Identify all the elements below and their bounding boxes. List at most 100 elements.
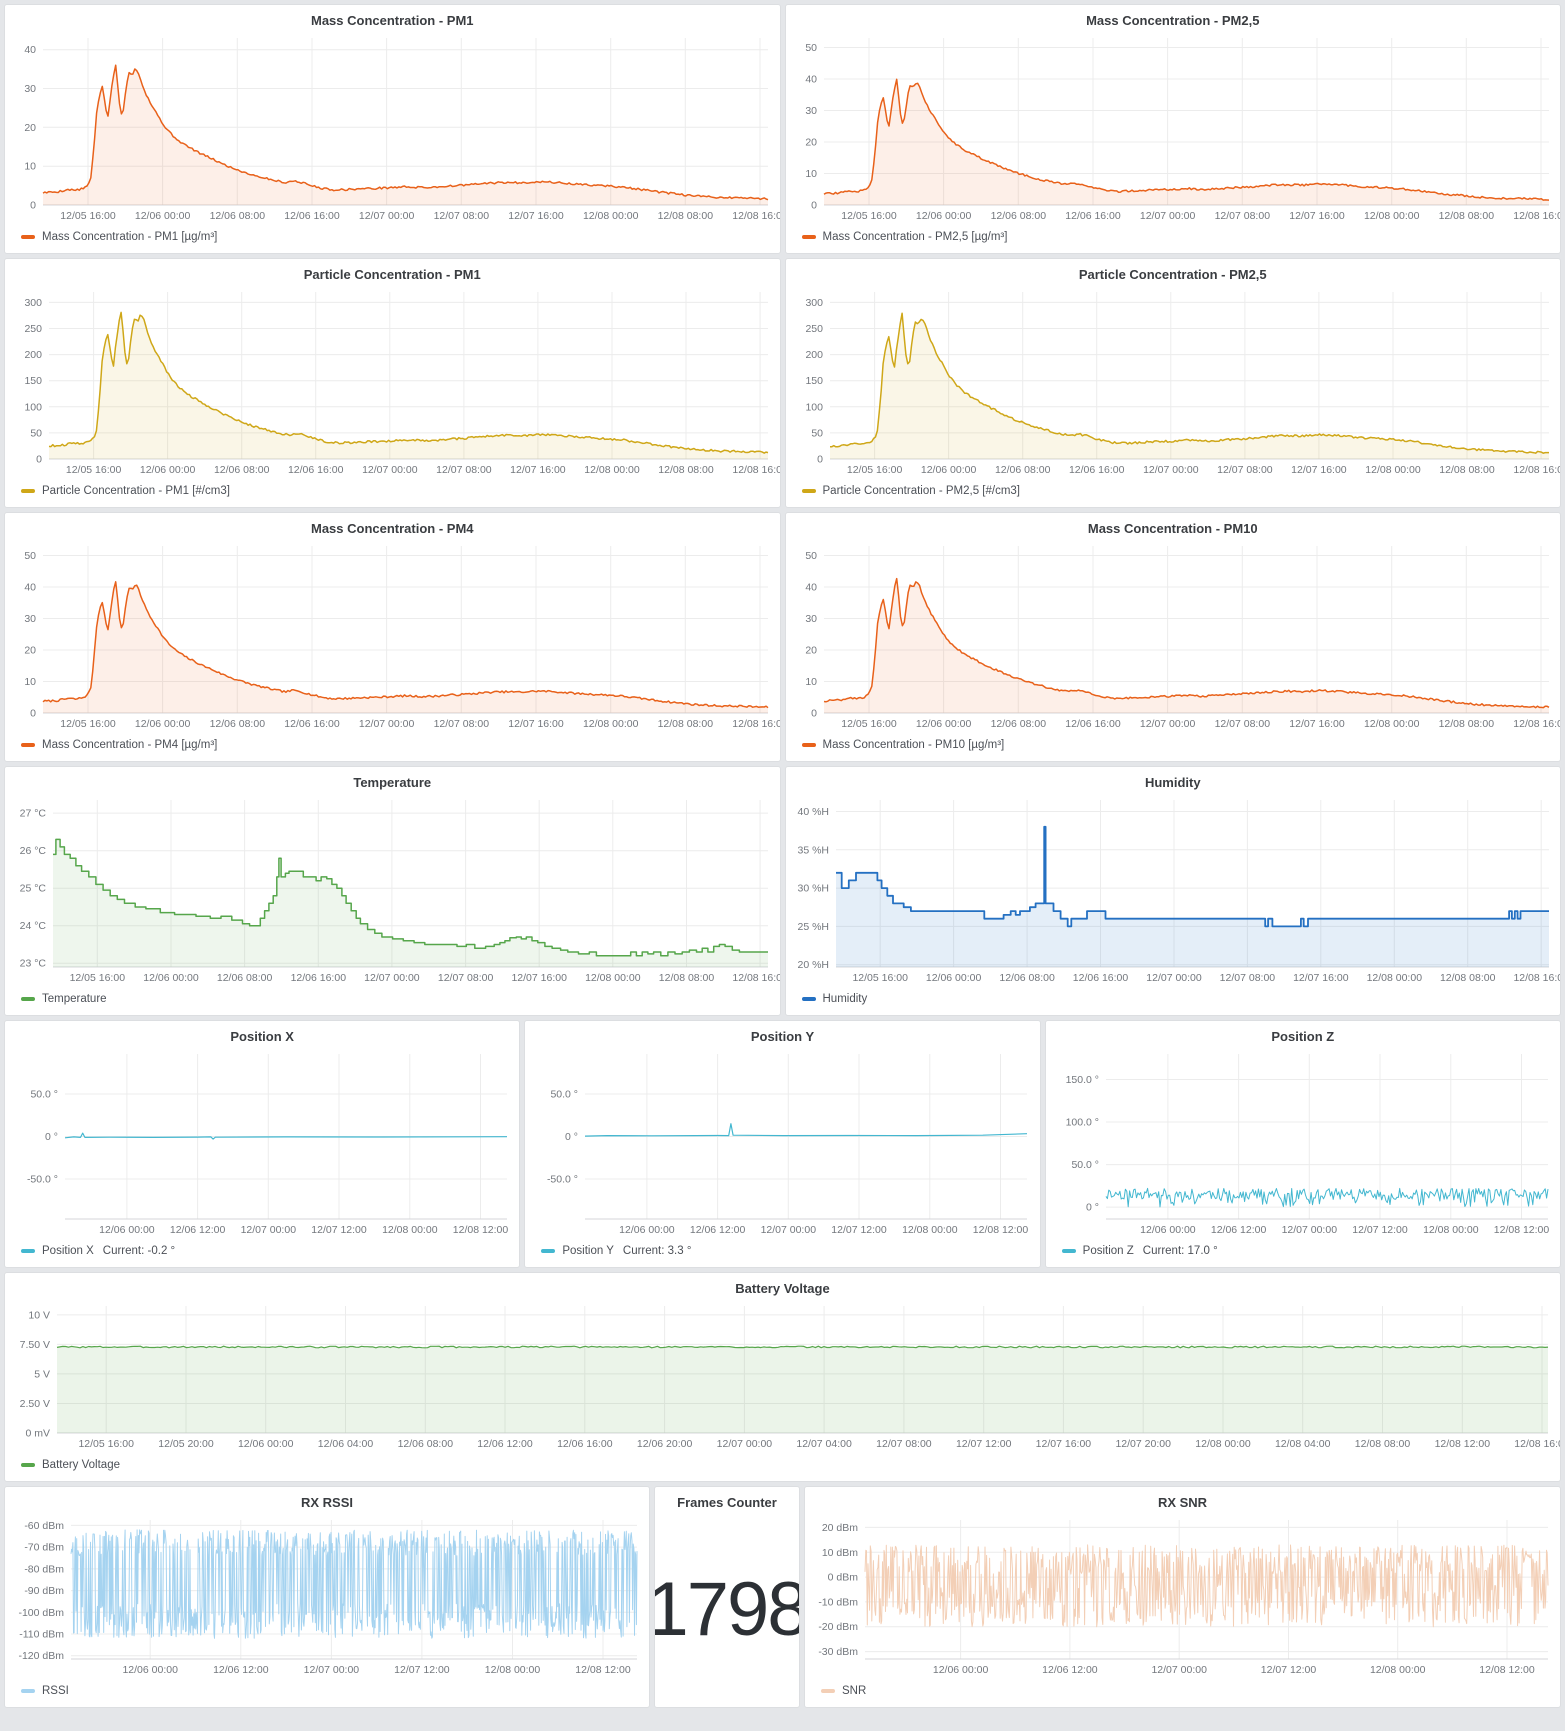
legend-item-position-z[interactable]: Position Z Current: 17.0 ° (1046, 1239, 1560, 1267)
svg-text:2.50 V: 2.50 V (20, 1398, 50, 1410)
chart-mass-pm25[interactable]: 12/05 16:00 12/06 00:00 12/06 08:00 12/06 1… (786, 30, 1560, 225)
svg-text:-70 dBm: -70 dBm (24, 1542, 64, 1554)
panel-title-mass-pm4[interactable]: Mass Concentration - PM4 (310, 521, 474, 536)
legend-item-humidity[interactable]: Humidity (786, 987, 1561, 1015)
chart-position-z[interactable]: 12/06 00:00 12/06 12:00 12/07 00:00 12/07 1… (1046, 1046, 1560, 1239)
legend-item-mass-pm1[interactable]: Mass Concentration - PM1 [µg/m³] (5, 225, 780, 253)
svg-text:50.0 °: 50.0 ° (30, 1089, 58, 1101)
svg-text:12/07 08:00: 12/07 08:00 (436, 464, 492, 476)
panel-title-mass-pm10[interactable]: Mass Concentration - PM10 (1087, 521, 1258, 536)
chart-temperature[interactable]: 12/05 16:00 12/06 00:00 12/06 08:00 12/06 1… (5, 792, 780, 987)
legend-item-mass-pm10[interactable]: Mass Concentration - PM10 [µg/m³] (786, 733, 1561, 761)
svg-text:10 V: 10 V (28, 1309, 50, 1321)
svg-text:150.0 °: 150.0 ° (1065, 1074, 1098, 1086)
panel-mass-pm4: Mass Concentration - PM4 12/05 16:00 12/0… (4, 512, 781, 762)
svg-text:200: 200 (24, 349, 42, 361)
legend-item-position-y[interactable]: Position Y Current: 3.3 ° (525, 1239, 1039, 1267)
legend-item-mass-pm4[interactable]: Mass Concentration - PM4 [µg/m³] (5, 733, 780, 761)
svg-text:12/08 16:00: 12/08 16:00 (1514, 1438, 1560, 1450)
svg-text:10: 10 (805, 168, 817, 180)
svg-text:20: 20 (805, 137, 817, 149)
svg-text:0: 0 (817, 454, 823, 466)
svg-text:20 %H: 20 %H (797, 959, 829, 971)
panel-title-frames-counter[interactable]: Frames Counter (677, 1495, 777, 1510)
svg-text:12/07 00:00: 12/07 00:00 (304, 1664, 360, 1676)
svg-text:12/06 08:00: 12/06 08:00 (210, 718, 266, 730)
chart-rx-rssi[interactable]: 12/06 00:00 12/06 12:00 12/07 00:00 12/07 1… (5, 1512, 649, 1679)
panel-title-position-z[interactable]: Position Z (1271, 1029, 1335, 1044)
legend-item-particle-pm1[interactable]: Particle Concentration - PM1 [#/cm3] (5, 479, 780, 507)
svg-text:12/06 16:00: 12/06 16:00 (291, 972, 347, 984)
legend-label: SNR (842, 1685, 867, 1697)
panel-particle-pm1: Particle Concentration - PM1 12/05 16:00… (4, 258, 781, 508)
legend-marker (801, 489, 816, 493)
panel-title-rx-rssi[interactable]: RX RSSI (300, 1495, 353, 1510)
chart-position-y[interactable]: 12/06 00:00 12/06 12:00 12/07 00:00 12/07 1… (525, 1046, 1039, 1239)
svg-text:40: 40 (24, 582, 36, 594)
legend-marker (21, 1689, 35, 1693)
svg-text:0: 0 (36, 454, 42, 466)
svg-text:12/06 00:00: 12/06 00:00 (140, 464, 196, 476)
svg-text:12/07 16:00: 12/07 16:00 (1293, 972, 1349, 984)
panel-title-particle-pm1[interactable]: Particle Concentration - PM1 (303, 267, 481, 282)
panel-title-particle-pm25[interactable]: Particle Concentration - PM2,5 (1078, 267, 1267, 282)
svg-text:0: 0 (811, 200, 817, 212)
panel-title-position-x[interactable]: Position X (230, 1029, 294, 1044)
svg-text:12/08 00:00: 12/08 00:00 (485, 1664, 541, 1676)
svg-text:0: 0 (30, 200, 36, 212)
svg-text:12/06 08:00: 12/06 08:00 (994, 464, 1050, 476)
panel-title-mass-pm25[interactable]: Mass Concentration - PM2,5 (1086, 13, 1260, 28)
legend-item-temperature[interactable]: Temperature (5, 987, 780, 1015)
chart-rx-snr[interactable]: 12/06 00:00 12/06 12:00 12/07 00:00 12/07 1… (805, 1512, 1560, 1679)
chart-particle-pm1[interactable]: 12/05 16:00 12/06 00:00 12/06 08:00 12/06 1… (5, 284, 780, 479)
svg-text:12/07 00:00: 12/07 00:00 (364, 972, 420, 984)
svg-text:12/08 08:00: 12/08 08:00 (1438, 718, 1494, 730)
panel-title-temperature[interactable]: Temperature (353, 775, 432, 790)
panel-position-z: Position Z 12/06 00:00 12/06 12:00 12/07 0… (1044, 1020, 1561, 1268)
legend-item-battery-voltage[interactable]: Battery Voltage (5, 1453, 1560, 1481)
svg-text:5 V: 5 V (34, 1368, 50, 1380)
chart-mass-pm1[interactable]: 12/05 16:00 12/06 00:00 12/06 08:00 12/06 1… (5, 30, 780, 225)
svg-text:12/06 12:00: 12/06 12:00 (170, 1224, 226, 1236)
svg-text:12/06 16:00: 12/06 16:00 (1072, 972, 1128, 984)
legend-item-position-x[interactable]: Position X Current: -0.2 ° (5, 1239, 519, 1267)
panel-title-humidity[interactable]: Humidity (1144, 775, 1201, 790)
svg-text:-20 dBm: -20 dBm (818, 1621, 858, 1633)
svg-text:12/08 16:00: 12/08 16:00 (732, 210, 780, 222)
panel-title-position-y[interactable]: Position Y (750, 1029, 815, 1044)
panel-particle-pm25: Particle Concentration - PM2,5 12/05 16:… (784, 258, 1561, 508)
panel-mass-pm1: Mass Concentration - PM1 12/05 16:00 12/0… (4, 4, 781, 254)
panel-mass-pm25: Mass Concentration - PM2,5 12/05 16:00 12… (784, 4, 1561, 254)
chart-mass-pm10[interactable]: 12/05 16:00 12/06 00:00 12/06 08:00 12/06 1… (786, 538, 1560, 733)
chart-battery-voltage[interactable]: 12/05 16:00 12/05 20:00 12/06 00:00 12/06 0… (5, 1298, 1560, 1453)
svg-text:12/08 04:00: 12/08 04:00 (1275, 1438, 1331, 1450)
legend-item-snr[interactable]: SNR (805, 1679, 1560, 1707)
chart-particle-pm25[interactable]: 12/05 16:00 12/06 00:00 12/06 08:00 12/06 1… (786, 284, 1560, 479)
chart-mass-pm4[interactable]: 12/05 16:00 12/06 00:00 12/06 08:00 12/06 1… (5, 538, 780, 733)
svg-text:12/08 00:00: 12/08 00:00 (1370, 1664, 1426, 1676)
legend-item-rssi[interactable]: RSSI (5, 1679, 649, 1707)
legend-item-mass-pm25[interactable]: Mass Concentration - PM2,5 [µg/m³] (786, 225, 1561, 253)
chart-humidity[interactable]: 12/05 16:00 12/06 00:00 12/06 08:00 12/06 1… (786, 792, 1560, 987)
dashboard-row-5: Position X 12/06 00:00 12/06 12:00 12/07 0… (4, 1020, 1561, 1268)
legend-item-particle-pm25[interactable]: Particle Concentration - PM2,5 [#/cm3] (786, 479, 1561, 507)
svg-text:12/07 08:00: 12/07 08:00 (1214, 718, 1270, 730)
legend-marker (21, 235, 35, 239)
svg-text:30: 30 (805, 613, 817, 625)
svg-text:12/07 08:00: 12/07 08:00 (434, 210, 490, 222)
svg-text:12/07 08:00: 12/07 08:00 (1214, 210, 1270, 222)
svg-text:12/06 16:00: 12/06 16:00 (284, 718, 340, 730)
svg-text:12/07 00:00: 12/07 00:00 (359, 718, 415, 730)
svg-text:50.0 °: 50.0 ° (1071, 1159, 1099, 1171)
svg-text:12/08 08:00: 12/08 08:00 (1438, 210, 1494, 222)
svg-text:12/06 00:00: 12/06 00:00 (915, 718, 971, 730)
legend-label: Temperature (42, 993, 107, 1005)
svg-text:150: 150 (805, 375, 823, 387)
svg-text:25 °C: 25 °C (20, 883, 47, 895)
panel-title-rx-snr[interactable]: RX SNR (1157, 1495, 1208, 1510)
panel-title-mass-pm1[interactable]: Mass Concentration - PM1 (310, 13, 474, 28)
chart-position-x[interactable]: 12/06 00:00 12/06 12:00 12/07 00:00 12/07 1… (5, 1046, 519, 1239)
svg-text:27 °C: 27 °C (20, 808, 47, 820)
svg-text:12/07 16:00: 12/07 16:00 (1036, 1438, 1092, 1450)
panel-title-battery-voltage[interactable]: Battery Voltage (735, 1281, 830, 1296)
